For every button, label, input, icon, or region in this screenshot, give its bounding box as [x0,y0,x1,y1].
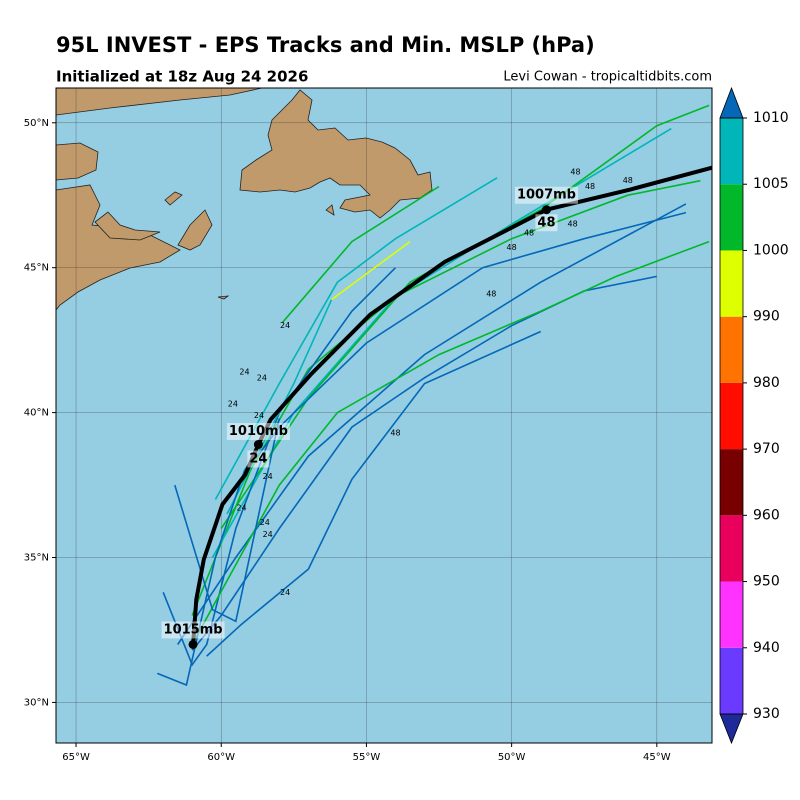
colorbar-segment [720,118,743,185]
tracks [157,104,712,687]
hour-label: 48 [585,182,595,191]
mean-point [541,205,551,215]
hour-label: 24 [260,518,270,527]
credit: Levi Cowan - tropicaltidbits.com [503,70,712,85]
annotation: 1007mb [517,188,576,203]
colorbar-label: 930 [753,706,780,722]
hour-label: 48 [568,220,578,229]
hour-label: 48 [623,176,633,185]
ensemble-track [162,267,397,667]
ensemble-track [214,177,498,500]
hour-label: 48 [524,228,534,237]
hour-label: 48 [570,168,580,177]
map-frame [55,87,713,744]
hour-label: 24 [254,411,264,420]
x-tick-label: 45°W [643,752,671,763]
colorbar-label: 970 [753,441,780,457]
hour-label: 24 [239,368,249,377]
ensemble-track [226,299,333,515]
colorbar-segment [720,449,743,516]
colorbar-over [719,86,744,119]
colorbar-label: 960 [753,507,780,523]
colorbar-frame [719,117,744,715]
colorbar-label: 940 [753,640,780,656]
colorbar-segment [720,382,743,450]
annotation-bg [161,621,225,639]
annotation: 24 [249,451,267,466]
y-tick-label: 35°N [24,553,49,564]
y-tick-label: 30°N [24,697,49,708]
hour-label: 48 [507,243,517,252]
ensemble-track [177,203,687,645]
colorbar-segment [720,316,743,383]
annotation: 48 [537,215,555,230]
hour-label: 24 [263,530,273,539]
x-tick-label: 60°W [207,752,235,763]
hour-label: 24 [236,504,246,513]
colorbar-segment [720,250,743,317]
grid: 65°W 60°W 55°W 50°W 45°W 30°N 35°N 40°N 45°N 50°N [24,88,712,763]
ensemble-track [206,330,542,657]
ensemble-track [281,185,440,324]
annotation-bg [535,214,558,232]
y-tick-label: 45°N [24,263,49,274]
colorbar-segment [720,515,743,582]
y-tick-label: 50°N [24,118,49,129]
colorbar-label: 1010 [753,110,789,126]
ensemble-track [191,240,710,645]
annotation: 1015mb [164,622,223,637]
hour-label: 24 [228,399,238,408]
labels: 2424242424242424242448484848484848481015… [161,168,633,649]
hour-label: 24 [280,321,290,330]
colorbar-segment [720,647,743,714]
annotation-bg [247,450,270,468]
colorbar-label: 990 [753,309,780,325]
colorbar-label: 1000 [753,242,789,258]
colorbar-segment [720,581,743,648]
mean-point [253,439,263,449]
annotation-bg [514,186,578,204]
hour-label: 24 [280,588,290,597]
x-tick-label: 55°W [353,752,381,763]
hour-label: 24 [263,472,273,481]
annotation-bg [226,422,290,440]
colorbar-label: 950 [753,574,780,590]
hour-label: 48 [486,289,496,298]
colorbar-under [719,713,744,745]
hour-label: 24 [257,373,267,382]
colorbar: 930 940 950 960 970 980 990 1000 1005 1010 [719,86,789,745]
ensemble-track [174,418,281,623]
chart-subtitle: Initialized at 18z Aug 24 2026 [56,68,308,86]
colorbar-label: 1005 [753,176,789,192]
y-tick-label: 40°N [24,408,49,419]
annotation: 1010mb [229,424,288,439]
hour-label: 48 [390,428,400,437]
colorbar-segment [720,184,743,251]
colorbar-label: 980 [753,375,780,391]
ensemble-track [331,240,411,301]
land [56,88,433,311]
chart-title: 95L INVEST - EPS Tracks and Min. MSLP (h… [56,33,595,57]
x-tick-label: 65°W [62,752,90,763]
x-tick-label: 50°W [498,752,526,763]
mean-point [188,639,198,649]
